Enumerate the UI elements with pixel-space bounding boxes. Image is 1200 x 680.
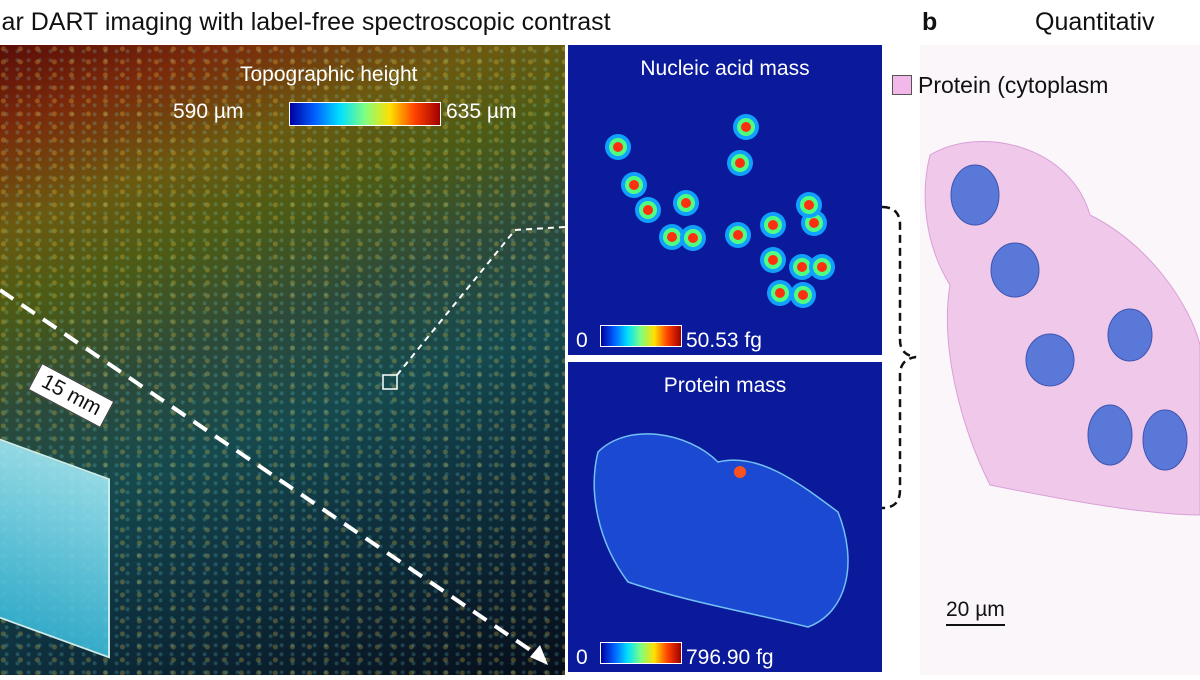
nucleus	[1142, 409, 1188, 471]
nucleus-blob	[635, 197, 661, 223]
histology-image	[920, 45, 1200, 675]
roi-guide-line	[396, 229, 516, 376]
nucleus-blob	[760, 212, 786, 238]
diagonal-dashed-line	[0, 288, 547, 662]
nucleus-blob	[725, 222, 751, 248]
nucleus	[990, 242, 1040, 298]
topography-min: 590 µm	[173, 100, 244, 123]
nucleus-blob	[605, 134, 631, 160]
panel-b-label: b	[922, 8, 938, 36]
cytoplasm-region	[924, 141, 1200, 516]
nucleic-acid-min: 0	[576, 329, 588, 352]
topography-image: Topographic height 590 µm 635 µm 15 mm	[0, 45, 565, 675]
topography-label: Topographic height	[240, 63, 418, 86]
nucleus	[950, 164, 1000, 226]
nucleic-acid-max: 50.53 fg	[686, 329, 762, 352]
nucleus-blob	[789, 254, 815, 280]
topography-max: 635 µm	[446, 100, 517, 123]
nucleus-blob	[767, 280, 793, 306]
nucleus-blob	[796, 192, 822, 218]
arrow-head	[530, 645, 548, 665]
nucleus	[1087, 404, 1133, 466]
topography-colorbar	[289, 102, 441, 126]
panel-a-title: lar DART imaging with label-free spectro…	[0, 8, 611, 36]
nucleus-blob	[727, 150, 753, 176]
protein-min: 0	[576, 646, 588, 669]
nucleic-acid-colorbar	[600, 325, 682, 347]
nucleus-blob	[790, 282, 816, 308]
nucleus-blob	[760, 247, 786, 273]
nucleus-blob	[673, 190, 699, 216]
zoom-guides	[0, 226, 565, 665]
protein-legend: Protein (cytoplasm	[892, 72, 1108, 99]
nucleic-acid-title: Nucleic acid mass	[640, 57, 810, 80]
scale-bar-20um: 20 µm	[946, 598, 1005, 626]
protein-colorbar	[600, 642, 682, 664]
nucleus-blob	[733, 114, 759, 140]
nucleus	[1107, 308, 1153, 362]
protein-legend-label: Protein (cytoplasm	[918, 72, 1109, 98]
protein-hotspot	[734, 466, 746, 478]
roi-guide-line	[514, 226, 565, 231]
nucleus-blob	[659, 224, 685, 250]
roi-box	[382, 374, 398, 390]
nucleus-blob	[680, 225, 706, 251]
nucleus-blob	[809, 254, 835, 280]
bracket-connector	[881, 205, 917, 510]
panel-b-title: Quantitativ	[1035, 8, 1155, 36]
nucleus-blob	[621, 172, 647, 198]
cells	[924, 141, 1200, 516]
nucleus	[1025, 333, 1075, 387]
protein-cell-cluster	[593, 433, 849, 628]
protein-legend-swatch	[892, 75, 912, 95]
protein-cells	[593, 433, 849, 628]
nucleic-acid-cells	[605, 114, 835, 308]
protein-title: Protein mass	[663, 374, 787, 397]
nucleic-acid-map: Nucleic acid mass 0 50.53 fg	[568, 45, 882, 355]
protein-max: 796.90 fg	[686, 646, 774, 669]
protein-map: Protein mass 0 796.90 fg	[568, 362, 882, 672]
